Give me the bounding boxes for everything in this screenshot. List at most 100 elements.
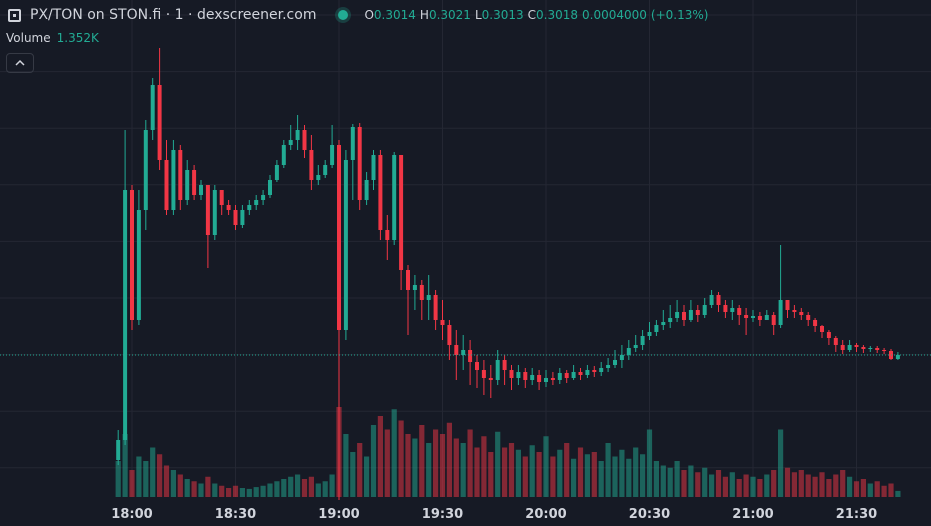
candle-body	[619, 355, 624, 360]
volume-bar	[122, 434, 128, 497]
volume-bar	[508, 443, 515, 497]
volume-bar	[495, 431, 501, 497]
candle-body	[247, 205, 252, 210]
candle-body	[868, 348, 873, 349]
volume-bar	[557, 449, 563, 497]
volume-bar	[350, 452, 356, 497]
volume-bar	[260, 485, 266, 497]
ohlc-value: 0.3014	[373, 8, 416, 22]
volume-bar	[184, 479, 190, 497]
volume-bar	[771, 470, 777, 497]
symbol-icon	[8, 8, 21, 22]
candle-body	[406, 270, 410, 290]
ohlc-close: C0.3018	[528, 8, 578, 22]
x-tick-label: 21:30	[836, 507, 877, 522]
candle-body	[861, 347, 866, 349]
candle-body	[564, 373, 569, 378]
volume-bar	[315, 483, 321, 497]
candle-body	[654, 325, 659, 332]
candle-body	[412, 285, 417, 290]
ohlc-open: O0.3014	[364, 8, 415, 22]
candle-body	[530, 375, 535, 380]
candle-body	[433, 295, 438, 320]
candle-body	[785, 300, 790, 310]
volume-bar	[115, 461, 121, 497]
candle-body	[806, 315, 811, 320]
volume-bar	[529, 445, 535, 497]
volume-value: 1.352K	[56, 31, 99, 45]
ohlc-value: 0.3013	[481, 8, 524, 22]
volume-bar	[198, 483, 204, 497]
candle-body	[468, 350, 473, 362]
volume-bar	[481, 436, 487, 497]
candle-body	[613, 360, 617, 365]
candle-body	[454, 345, 459, 355]
candle-body	[606, 365, 611, 368]
candle-body	[254, 200, 259, 205]
candle-body	[461, 350, 466, 355]
volume-bar	[433, 429, 439, 497]
candle-body	[337, 145, 341, 330]
volume-bar	[170, 470, 176, 497]
candle-body	[240, 210, 245, 225]
volume-bar	[702, 467, 708, 497]
volume-bar	[888, 483, 894, 497]
collapse-button[interactable]	[6, 53, 34, 73]
candle-body	[302, 130, 307, 150]
candle-body	[854, 345, 859, 347]
candle-body	[578, 372, 583, 375]
candle-body	[723, 305, 728, 312]
volume-bar	[840, 470, 846, 497]
candle-body	[116, 440, 121, 460]
volume-bar	[177, 474, 183, 497]
volume-bar	[522, 456, 528, 497]
change-percent: (+0.13%)	[650, 8, 709, 22]
candle-body	[882, 350, 887, 351]
ohlc-letter: C	[527, 8, 537, 22]
volume-bar	[598, 461, 604, 497]
volume-legend: Volume 1.352K	[6, 31, 99, 45]
candle-body	[640, 336, 645, 345]
volume-bar	[377, 416, 383, 497]
candle-body	[495, 360, 500, 380]
volume-bar	[543, 436, 549, 497]
volume-bar	[364, 456, 370, 497]
candle-body	[833, 338, 838, 345]
chevron-icon	[15, 59, 25, 66]
candle-body	[675, 312, 680, 318]
candle-body	[475, 362, 479, 370]
volume-bar	[688, 465, 694, 497]
candle-body	[185, 170, 190, 200]
x-tick-label: 18:00	[111, 507, 152, 522]
volume-bar	[301, 479, 308, 497]
candle-body	[440, 320, 445, 325]
ohlc-value: 0.3021	[428, 8, 471, 22]
candle-body	[364, 180, 369, 200]
volume-bar	[757, 479, 763, 497]
volume-bar	[681, 470, 687, 497]
candle-body	[371, 155, 376, 180]
candle-body	[205, 185, 210, 235]
candle-body	[847, 345, 852, 350]
header: PX/TON on STON.fi · 1 · dexscreener.com …	[0, 5, 712, 25]
candle-body	[875, 348, 880, 350]
volume-bar	[709, 474, 715, 497]
volume-bar	[895, 490, 901, 497]
volume-bar	[550, 456, 556, 497]
volume-bar	[853, 481, 860, 497]
volume-bar	[419, 425, 425, 497]
volume-bar	[764, 474, 770, 497]
candle-body	[537, 375, 542, 382]
candle-body	[261, 195, 266, 200]
candle-body	[281, 145, 286, 165]
volume-bar	[322, 481, 328, 497]
volume-title: Volume	[6, 31, 51, 45]
volume-bar	[515, 449, 521, 497]
x-tick-label: 21:00	[732, 507, 773, 522]
candle-body	[840, 345, 845, 350]
volume-bar	[743, 474, 749, 497]
candle-body	[688, 310, 693, 320]
candle-body	[592, 370, 597, 372]
volume-bar	[453, 438, 459, 497]
